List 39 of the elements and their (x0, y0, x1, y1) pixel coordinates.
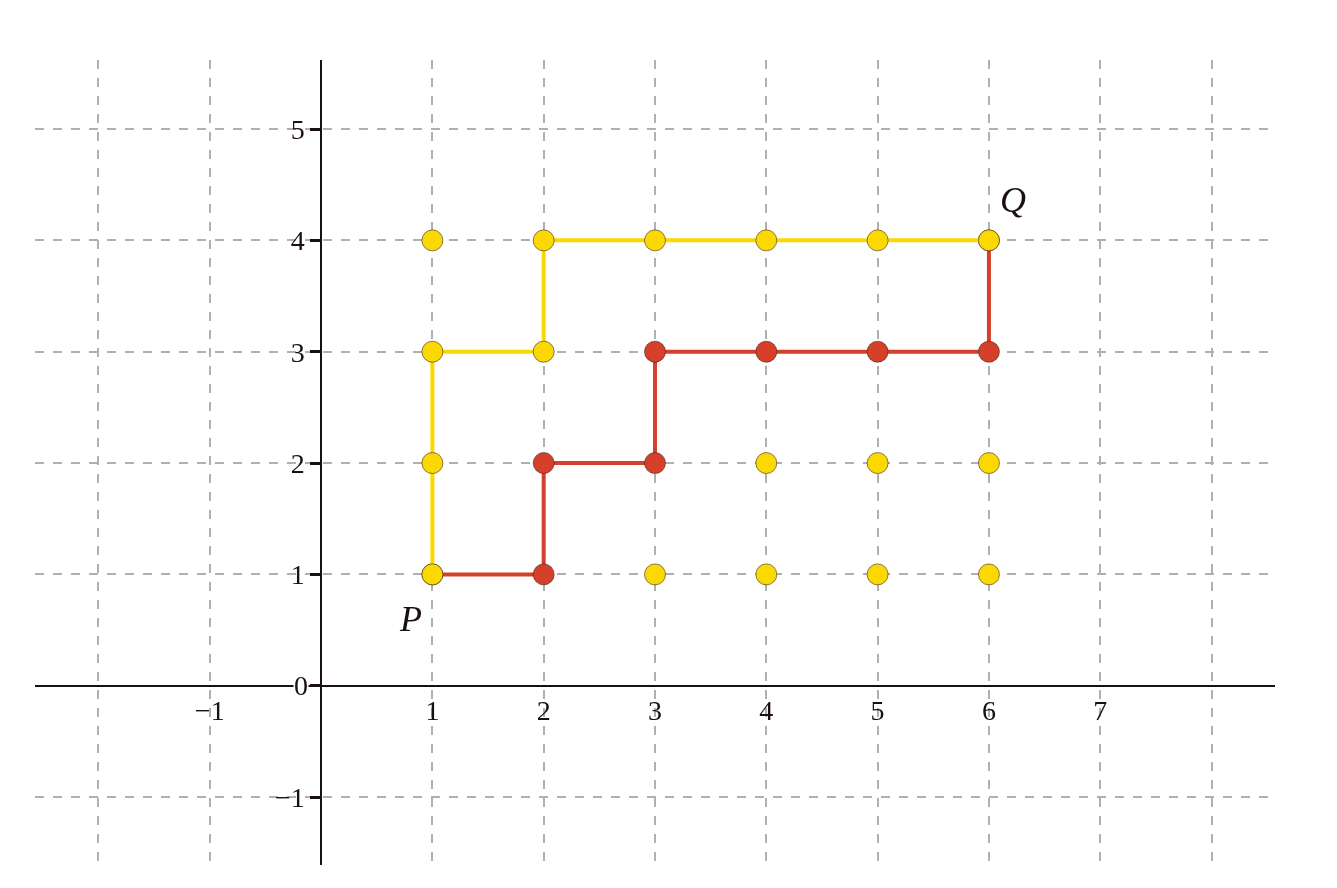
y-tick-label: 0 (294, 670, 308, 701)
point (866, 563, 889, 586)
y-tick-label: 4 (290, 225, 305, 257)
point (978, 452, 1000, 474)
x-tick-label: 3 (648, 695, 662, 727)
point (421, 229, 444, 252)
x-tick-label: 6 (981, 695, 996, 727)
point (421, 340, 444, 363)
point (866, 229, 889, 252)
point (755, 563, 778, 586)
x-tick-label: 7 (1093, 695, 1108, 727)
point (532, 452, 555, 474)
point (755, 229, 778, 252)
point (866, 340, 889, 363)
y-tick-label: 3 (290, 336, 305, 368)
y-tick-label: 2 (290, 447, 305, 479)
x-tick-label: −1 (194, 695, 225, 727)
point (644, 452, 666, 474)
point (978, 563, 1000, 586)
annotation: P (399, 599, 422, 639)
x-tick-label: 4 (759, 695, 774, 727)
x-tick-label: 1 (425, 695, 440, 727)
y-tick-label: −1 (274, 781, 305, 813)
y-tick-label: 1 (290, 559, 305, 591)
annotation: Q (1000, 180, 1026, 220)
point (421, 452, 444, 474)
point (755, 452, 778, 474)
y-tick-label: 5 (290, 113, 305, 145)
x-tick-label: 2 (536, 695, 551, 727)
point (755, 340, 778, 363)
point (532, 340, 555, 363)
point (866, 452, 889, 474)
point (532, 563, 555, 586)
point (978, 340, 1000, 363)
point (532, 229, 555, 252)
point (644, 229, 666, 252)
x-tick-label: 5 (870, 695, 885, 727)
point (644, 340, 666, 363)
point (644, 563, 666, 586)
